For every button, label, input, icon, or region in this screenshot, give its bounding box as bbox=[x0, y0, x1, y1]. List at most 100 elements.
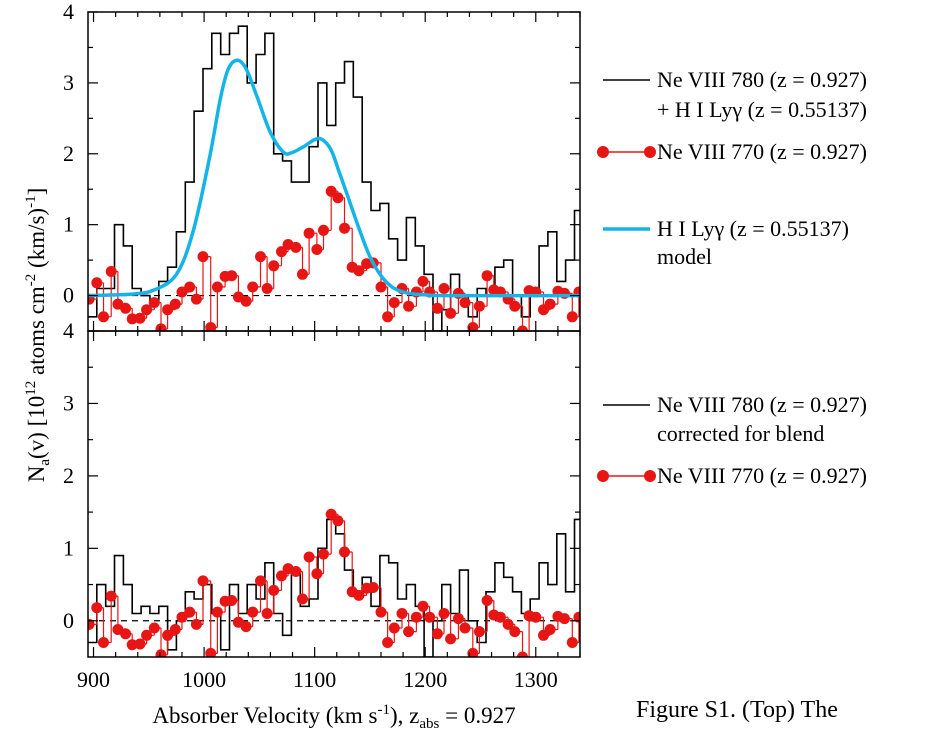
bottom-y-tick-label: 1 bbox=[63, 535, 74, 560]
bottom-data-point bbox=[255, 575, 266, 587]
bottom-data-point bbox=[105, 590, 117, 602]
top-data-point bbox=[445, 307, 457, 319]
top-data-point bbox=[417, 275, 429, 287]
bottom-panel-ticks: 0 1 2 3 4 900 1000 1100 1200 1300 bbox=[63, 318, 581, 692]
bottom-data-point bbox=[367, 582, 379, 593]
top-data-point bbox=[303, 227, 315, 239]
bottom-data-point bbox=[318, 548, 329, 560]
top-data-point bbox=[332, 192, 344, 204]
top-data-point bbox=[517, 325, 528, 331]
bottom-data-point bbox=[247, 606, 259, 618]
bottom-data-point bbox=[190, 618, 202, 630]
bottom-data-point bbox=[566, 637, 578, 648]
bottom-data-point bbox=[445, 633, 457, 645]
bottom-data-point bbox=[388, 622, 400, 634]
bottom-panel-data bbox=[88, 508, 580, 657]
bottom-data-point bbox=[396, 608, 408, 619]
bottom-data-point bbox=[134, 638, 146, 650]
top-data-point bbox=[438, 283, 450, 294]
top-data-point bbox=[98, 311, 109, 323]
top-data-point bbox=[162, 304, 174, 316]
legend-bottom-label-1: Ne VIII 780 (z = 0.927) bbox=[657, 392, 867, 417]
top-data-point bbox=[141, 304, 153, 316]
top-data-point bbox=[261, 283, 273, 294]
top-data-point bbox=[311, 244, 323, 255]
bottom-data-point bbox=[184, 606, 196, 618]
bottom-data-point bbox=[494, 611, 506, 623]
bottom-data-point bbox=[410, 611, 422, 623]
top-y-tick-label: 4 bbox=[63, 0, 74, 24]
legend-top-label-3: H I Lyγ (z = 0.55137) bbox=[657, 216, 849, 241]
top-panel: 0 1 2 3 4 bbox=[63, 0, 581, 332]
bottom-data-point bbox=[452, 613, 464, 625]
bottom-data-point bbox=[268, 584, 280, 596]
bottom-data-point bbox=[530, 611, 542, 623]
bottom-data-point bbox=[303, 551, 315, 563]
top-data-point bbox=[134, 312, 146, 324]
top-data-point bbox=[297, 268, 308, 280]
top-data-point bbox=[388, 297, 400, 309]
top-data-point bbox=[339, 222, 350, 234]
bottom-data-point bbox=[91, 602, 103, 614]
legend-top-label-2: Ne VIII 770 (z = 0.927) bbox=[657, 139, 867, 164]
bottom-y-tick-label: 0 bbox=[63, 608, 74, 633]
bottom-data-point bbox=[211, 606, 223, 618]
bottom-data-point bbox=[205, 647, 217, 657]
top-data-point bbox=[268, 260, 280, 272]
top-panel-data bbox=[88, 25, 580, 331]
legend-key-red-marker bbox=[644, 470, 656, 482]
bottom-data-point bbox=[226, 595, 238, 606]
legend-key-red-marker bbox=[597, 146, 609, 158]
top-data-point bbox=[403, 300, 415, 312]
bottom-data-point bbox=[353, 589, 365, 601]
bottom-data-point bbox=[120, 628, 132, 640]
bottom-data-point bbox=[276, 570, 287, 582]
top-data-point bbox=[240, 295, 252, 307]
top-data-point bbox=[276, 246, 287, 258]
bottom-data-point bbox=[197, 575, 209, 587]
top-data-point bbox=[318, 224, 329, 236]
bottom-y-tick-label: 4 bbox=[63, 318, 74, 343]
top-data-point bbox=[509, 300, 521, 312]
figure-caption: Figure S1. (Top) The bbox=[636, 697, 838, 723]
bottom-data-point bbox=[438, 608, 450, 619]
top-data-point bbox=[155, 323, 167, 331]
top-model-curve bbox=[88, 58, 580, 298]
bottom-data-point bbox=[573, 611, 580, 623]
bottom-x-tick-label: 1000 bbox=[182, 667, 226, 692]
bottom-data-point bbox=[311, 568, 323, 580]
bottom-histogram-series bbox=[88, 518, 580, 657]
top-data-point bbox=[105, 266, 117, 277]
top-data-point bbox=[566, 311, 578, 323]
legend-key-red-marker bbox=[644, 146, 656, 158]
legend-bottom-label-2: Ne VIII 770 (z = 0.927) bbox=[657, 463, 867, 488]
top-data-point bbox=[290, 241, 302, 253]
legend-bottom-label-1b: corrected for blend bbox=[657, 421, 824, 446]
bottom-data-point bbox=[297, 593, 308, 605]
top-y-tick-label: 2 bbox=[63, 141, 74, 166]
bottom-data-point bbox=[417, 600, 429, 612]
top-data-point bbox=[148, 297, 160, 309]
bottom-x-tick-label: 1100 bbox=[293, 667, 336, 692]
bottom-data-point bbox=[88, 618, 95, 630]
top-data-point bbox=[197, 251, 209, 263]
top-data-point bbox=[190, 293, 202, 305]
top-data-point bbox=[382, 311, 394, 323]
legend-top-label-1: Ne VIII 780 (z = 0.927) bbox=[657, 67, 867, 92]
bottom-x-tick-label: 900 bbox=[77, 667, 110, 692]
bottom-data-point bbox=[502, 618, 514, 630]
bottom-data-point bbox=[517, 651, 528, 657]
top-data-point bbox=[467, 322, 479, 331]
bottom-data-point bbox=[332, 515, 344, 527]
top-data-point bbox=[353, 265, 365, 277]
bottom-data-point bbox=[382, 637, 394, 648]
bottom-data-point bbox=[375, 606, 387, 618]
top-data-point bbox=[481, 270, 493, 282]
top-data-point bbox=[375, 281, 387, 293]
top-histogram-series bbox=[88, 25, 580, 331]
top-data-point bbox=[247, 281, 259, 293]
legend-top: Ne VIII 780 (z = 0.927) + H I Lyγ (z = 0… bbox=[597, 67, 867, 269]
bottom-data-point bbox=[261, 608, 273, 619]
bottom-y-tick-label: 3 bbox=[63, 390, 74, 415]
top-y-tick-label: 1 bbox=[63, 212, 74, 237]
